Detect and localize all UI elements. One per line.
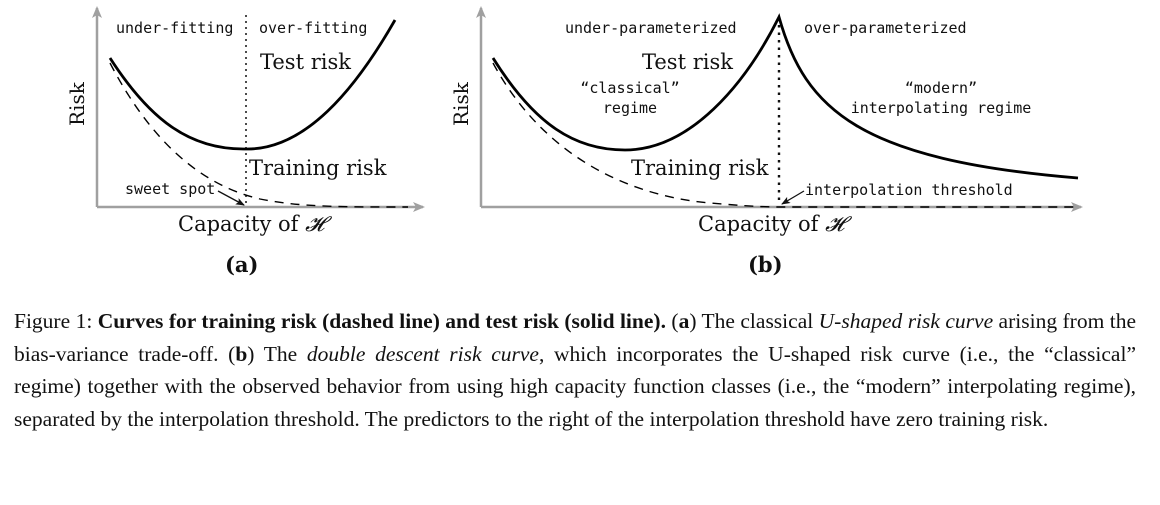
panel-b-training-risk-curve: [492, 62, 1078, 208]
panel-b-interpolation-threshold-arrow: [781, 190, 805, 205]
panel-a-sweet-spot-label: sweet spot: [125, 180, 215, 198]
panel-a-sweet-spot-arrow: [217, 190, 245, 206]
panel-a-over-fitting-label: over-fitting: [259, 19, 367, 37]
caption-prefix: Figure 1:: [14, 309, 98, 333]
panel-a-test-risk-label: Test risk: [260, 50, 351, 74]
panel-a-x-label: Capacity of 𝓗: [178, 212, 332, 236]
panel-b-label: (b): [748, 252, 783, 277]
caption-a-open: (: [665, 309, 679, 333]
caption-a-italic: U-shaped risk curve: [818, 309, 994, 333]
panel-b-modern-label-line2: interpolating regime: [851, 99, 1032, 117]
caption-b-text: ) The: [247, 341, 307, 366]
panel-b-test-risk-curve: [491, 13, 1079, 180]
panel-b-x-label: Capacity of 𝓗: [698, 212, 852, 236]
panel-a-test-risk-curve: [108, 19, 397, 151]
panel-b-training-risk-label: Training risk: [631, 156, 769, 180]
panel-b-interpolation-threshold-label: interpolation threshold: [805, 181, 1013, 199]
panel-b-y-label: Risk: [449, 81, 473, 126]
caption-rest: , which incorporates the U-shaped risk c…: [14, 341, 1136, 431]
panel-a-label: (a): [225, 252, 258, 277]
caption-a-text: ) The classical: [689, 309, 819, 333]
figure-caption: Figure 1: Curves for training risk (dash…: [14, 305, 1136, 435]
panel-a: under-fitting over-fitting Test risk Tra…: [65, 6, 425, 277]
caption-a-letter: a: [678, 309, 690, 333]
panel-a-under-fitting-label: under-fitting: [116, 19, 233, 37]
panel-a-y-label: Risk: [65, 81, 89, 126]
caption-b-italic: double descent risk curve: [306, 341, 539, 366]
panel-b-classical-label-line1: “classical”: [580, 79, 679, 97]
caption-b-letter: b: [235, 341, 248, 366]
panel-a-training-risk-curve: [109, 62, 409, 208]
panel-b: under-parameterized over-parameterized T…: [449, 6, 1083, 277]
caption-title: Curves for training risk (dashed line) a…: [97, 309, 666, 333]
panel-b-under-parameterized-label: under-parameterized: [565, 19, 737, 37]
caption-a-rest: arising from the bias-variance trade-off…: [14, 309, 1137, 366]
panel-b-test-risk-label: Test risk: [642, 50, 733, 74]
panel-b-modern-label-line1: “modern”: [905, 79, 977, 97]
panel-a-training-risk-label: Training risk: [249, 156, 387, 180]
panel-b-over-parameterized-label: over-parameterized: [804, 19, 967, 37]
figure: under-fitting over-fitting Test risk Tra…: [65, 6, 1083, 277]
panel-b-classical-label-line2: regime: [603, 99, 657, 117]
